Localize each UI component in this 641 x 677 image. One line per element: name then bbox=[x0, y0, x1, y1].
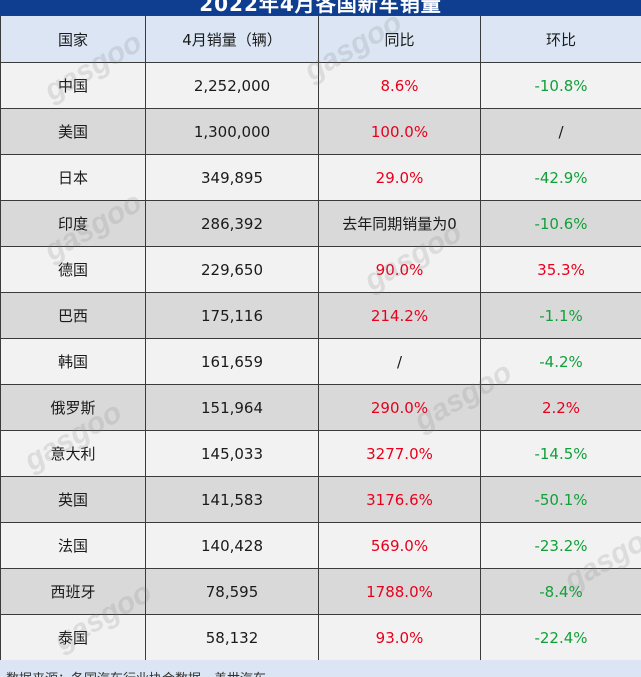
sales-cell: 78,595 bbox=[145, 568, 319, 615]
sales-cell: 58,132 bbox=[145, 614, 319, 661]
sales-cell: 175,116 bbox=[145, 292, 319, 339]
mom-cell: 2.2% bbox=[480, 384, 641, 431]
sales-table: 国家 4月销量（辆） 同比 环比 中国 2,252,000 8.6% -10.8% 美国… bbox=[0, 15, 641, 661]
country-cell: 美国 bbox=[0, 108, 146, 155]
country-cell: 法国 bbox=[0, 522, 146, 569]
table-row: 美国 1,300,000 100.0% / bbox=[0, 108, 641, 155]
table-row: 中国 2,252,000 8.6% -10.8% bbox=[0, 62, 641, 109]
mom-cell: -50.1% bbox=[480, 476, 641, 523]
header-row: 国家 4月销量（辆） 同比 环比 bbox=[0, 15, 641, 63]
sales-cell: 349,895 bbox=[145, 154, 319, 201]
yoy-cell: 93.0% bbox=[318, 614, 481, 661]
source-text: 数据来源：各国汽车行业协会数据，盖世汽车 bbox=[6, 668, 266, 677]
mom-cell: -4.2% bbox=[480, 338, 641, 385]
country-cell: 泰国 bbox=[0, 614, 146, 661]
table-row: 意大利 145,033 3277.0% -14.5% bbox=[0, 430, 641, 477]
country-cell: 韩国 bbox=[0, 338, 146, 385]
yoy-cell: 去年同期销量为0 bbox=[318, 200, 481, 247]
country-cell: 意大利 bbox=[0, 430, 146, 477]
sales-cell: 161,659 bbox=[145, 338, 319, 385]
yoy-cell: 1788.0% bbox=[318, 568, 481, 615]
yoy-cell: 214.2% bbox=[318, 292, 481, 339]
country-cell: 印度 bbox=[0, 200, 146, 247]
mom-cell: 35.3% bbox=[480, 246, 641, 293]
sales-cell: 141,583 bbox=[145, 476, 319, 523]
table-title: 2022年4月各国新车销量 bbox=[199, 0, 442, 15]
yoy-cell: 569.0% bbox=[318, 522, 481, 569]
country-cell: 德国 bbox=[0, 246, 146, 293]
mom-cell: -23.2% bbox=[480, 522, 641, 569]
sales-cell: 229,650 bbox=[145, 246, 319, 293]
header-yoy: 同比 bbox=[318, 15, 481, 63]
mom-cell: -8.4% bbox=[480, 568, 641, 615]
mom-cell: -10.6% bbox=[480, 200, 641, 247]
sales-cell: 140,428 bbox=[145, 522, 319, 569]
table-row: 西班牙 78,595 1788.0% -8.4% bbox=[0, 568, 641, 615]
yoy-cell: 8.6% bbox=[318, 62, 481, 109]
yoy-cell: 90.0% bbox=[318, 246, 481, 293]
sales-cell: 1,300,000 bbox=[145, 108, 319, 155]
mom-cell: -14.5% bbox=[480, 430, 641, 477]
sales-cell: 286,392 bbox=[145, 200, 319, 247]
yoy-cell: 290.0% bbox=[318, 384, 481, 431]
sales-cell: 151,964 bbox=[145, 384, 319, 431]
sales-cell: 145,033 bbox=[145, 430, 319, 477]
yoy-cell: / bbox=[318, 338, 481, 385]
country-cell: 英国 bbox=[0, 476, 146, 523]
header-country: 国家 bbox=[0, 15, 146, 63]
country-cell: 西班牙 bbox=[0, 568, 146, 615]
table-row: 巴西 175,116 214.2% -1.1% bbox=[0, 292, 641, 339]
mom-cell: -10.8% bbox=[480, 62, 641, 109]
table-row: 印度 286,392 去年同期销量为0 -10.6% bbox=[0, 200, 641, 247]
mom-cell: / bbox=[480, 108, 641, 155]
header-mom: 环比 bbox=[480, 15, 641, 63]
table-row: 泰国 58,132 93.0% -22.4% bbox=[0, 614, 641, 661]
mom-cell: -1.1% bbox=[480, 292, 641, 339]
sales-cell: 2,252,000 bbox=[145, 62, 319, 109]
table-row: 德国 229,650 90.0% 35.3% bbox=[0, 246, 641, 293]
table-row: 俄罗斯 151,964 290.0% 2.2% bbox=[0, 384, 641, 431]
mom-cell: -42.9% bbox=[480, 154, 641, 201]
country-cell: 中国 bbox=[0, 62, 146, 109]
mom-cell: -22.4% bbox=[480, 614, 641, 661]
header-sales: 4月销量（辆） bbox=[145, 15, 319, 63]
table-row: 英国 141,583 3176.6% -50.1% bbox=[0, 476, 641, 523]
table-row: 韩国 161,659/-4.2% bbox=[0, 338, 641, 385]
yoy-cell: 29.0% bbox=[318, 154, 481, 201]
table-row: 法国 140,428 569.0% -23.2% bbox=[0, 522, 641, 569]
source-footer: 数据来源：各国汽车行业协会数据，盖世汽车 bbox=[0, 660, 641, 677]
yoy-cell: 3277.0% bbox=[318, 430, 481, 477]
country-cell: 俄罗斯 bbox=[0, 384, 146, 431]
table-body: 中国 2,252,000 8.6% -10.8% 美国 1,300,000 100.0% / 日… bbox=[0, 62, 641, 661]
yoy-cell: 3176.6% bbox=[318, 476, 481, 523]
yoy-cell: 100.0% bbox=[318, 108, 481, 155]
country-cell: 日本 bbox=[0, 154, 146, 201]
title-bar: 2022年4月各国新车销量 bbox=[0, 0, 641, 15]
table-row: 日本 349,895 29.0% -42.9% bbox=[0, 154, 641, 201]
country-cell: 巴西 bbox=[0, 292, 146, 339]
